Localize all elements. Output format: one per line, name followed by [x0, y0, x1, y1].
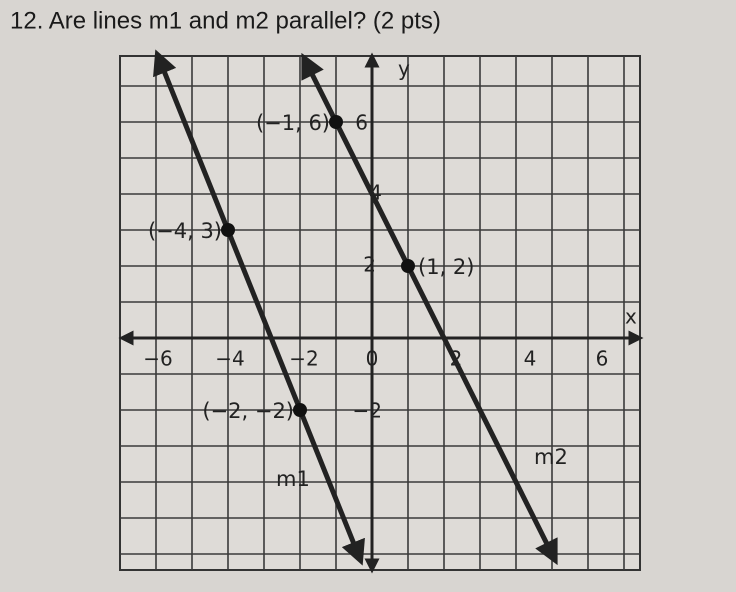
- y-tick-label: 2: [363, 253, 376, 277]
- y-axis-label: y: [398, 57, 410, 81]
- y-tick-label: −2: [353, 399, 382, 423]
- x-tick-label: −2: [289, 347, 318, 371]
- point-label: (1, 2): [418, 255, 474, 279]
- x-tick-label: 0: [366, 347, 379, 371]
- point: [329, 115, 343, 129]
- x-tick-label: −6: [143, 347, 172, 371]
- x-tick-label: 4: [524, 347, 537, 371]
- question: 12. Are lines m1 and m2 parallel? (2 pts…: [10, 7, 441, 34]
- x-axis-label: x: [625, 305, 637, 329]
- y-tick-label: 6: [355, 111, 368, 135]
- point-label: (−1, 6): [256, 111, 330, 135]
- point-label: (−2, −2): [202, 399, 294, 423]
- line-label: m1: [276, 467, 310, 491]
- line-label: m2: [534, 445, 568, 469]
- x-tick-label: 6: [596, 347, 609, 371]
- x-tick-label: −4: [215, 347, 244, 371]
- point-label: (−4, 3): [148, 219, 222, 243]
- grid-border: [119, 55, 641, 571]
- point: [401, 259, 415, 273]
- y-tick-label: 4: [369, 181, 382, 205]
- point: [293, 403, 307, 417]
- x-tick-label: 2: [450, 347, 463, 371]
- line-m2: [301, 52, 558, 566]
- point: [221, 223, 235, 237]
